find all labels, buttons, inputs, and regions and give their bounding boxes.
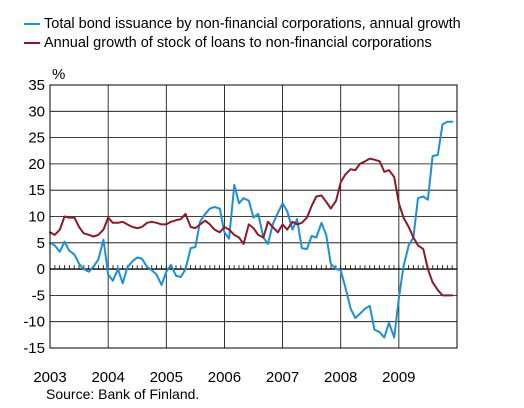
legend-label-loans-stock: Annual growth of stock of loans to non-f…: [44, 34, 432, 51]
x-tick-label: 2004: [91, 369, 124, 386]
source-note: Source: Bank of Finland.: [46, 386, 200, 402]
legend-swatch-loans-stock: [24, 41, 40, 44]
y-tick-label: 25: [28, 130, 45, 147]
y-tick-label: 5: [37, 235, 45, 252]
x-tick-label: 2008: [324, 369, 357, 386]
zero-axis: [49, 265, 458, 270]
series-line-bond-issuance: [49, 120, 454, 339]
legend-swatch-bond-issuance: [24, 22, 40, 25]
y-tick-label: 0: [37, 261, 45, 278]
y-tick-label: -10: [23, 314, 45, 331]
plot-frame: [49, 84, 458, 349]
y-tick-label: -5: [32, 287, 45, 304]
y-tick-label: -15: [23, 340, 45, 357]
series-line-loans-stock: [49, 157, 454, 297]
x-tick-labels: 2003 2004 2005 2006 2007 2008 2009: [33, 369, 415, 386]
x-tick-label: 2006: [208, 369, 241, 386]
y-tick-labels: 35 30 25 20 15 10 5 0 -5 -10 -15: [23, 77, 45, 357]
chart-legend: Total bond issuance by non-financial cor…: [24, 14, 461, 52]
legend-label-bond-issuance: Total bond issuance by non-financial cor…: [44, 15, 461, 32]
y-tick-label: 20: [28, 156, 45, 173]
y-axis-label: %: [52, 66, 65, 83]
legend-entry-bond-issuance: Total bond issuance by non-financial cor…: [24, 14, 461, 33]
legend-entry-loans-stock: Annual growth of stock of loans to non-f…: [24, 33, 461, 52]
x-tick-label: 2009: [382, 369, 415, 386]
x-tick-label: 2005: [150, 369, 183, 386]
y-tick-label: 35: [28, 77, 45, 94]
y-tick-label: 15: [28, 182, 45, 199]
x-tick-label: 2007: [266, 369, 299, 386]
gridlines: [50, 85, 457, 348]
y-tick-label: 10: [28, 209, 45, 226]
y-tick-label: 30: [28, 103, 45, 120]
x-tick-label: 2003: [33, 369, 66, 386]
series-lines: [49, 120, 454, 339]
